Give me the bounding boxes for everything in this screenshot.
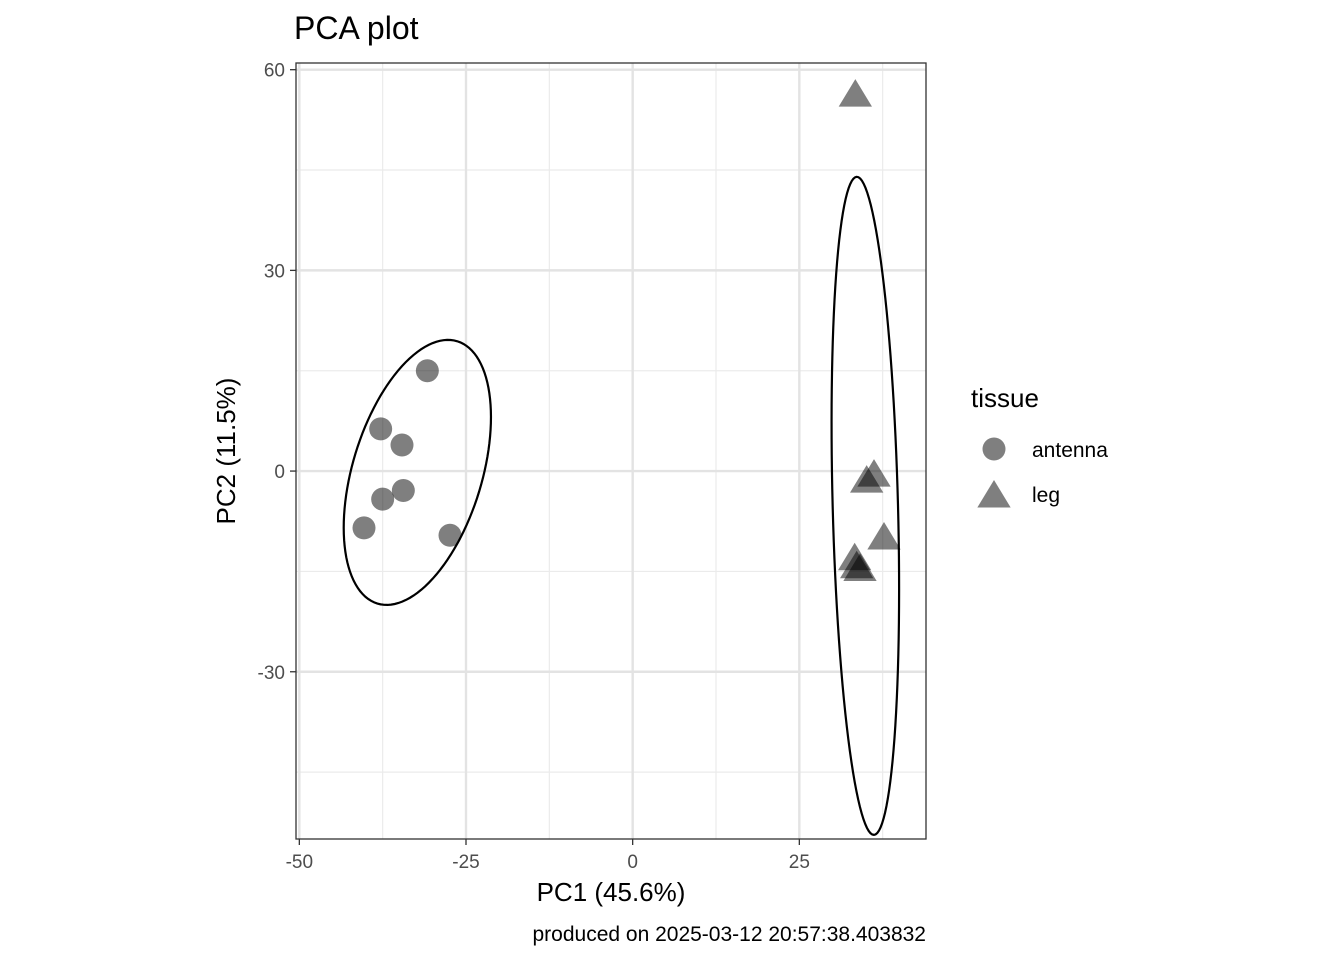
legend: antenna leg [977, 437, 1108, 508]
minor-grid [296, 63, 926, 839]
point-leg [838, 79, 872, 107]
legend-label-leg: leg [1032, 484, 1060, 507]
y-tick-label: -30 [258, 663, 285, 684]
legend-label-antenna: antenna [1032, 439, 1108, 462]
point-antenna [352, 516, 376, 540]
point-leg [850, 465, 884, 493]
legend-key-antenna [982, 437, 1006, 461]
point-antenna [438, 523, 462, 547]
y-tick-label: 0 [274, 462, 285, 483]
point-leg [867, 521, 901, 550]
x-axis-ticks: -50 -25 0 25 [286, 839, 810, 873]
legend-title: tissue [971, 383, 1039, 413]
ellipse-antenna [342, 338, 493, 607]
chart-title: PCA plot [294, 10, 419, 46]
point-antenna [415, 359, 439, 383]
data-points [352, 79, 901, 581]
x-tick-label: 0 [627, 852, 638, 873]
x-tick-label: -50 [286, 852, 313, 873]
y-tick-label: 60 [264, 61, 285, 82]
point-antenna [369, 417, 393, 441]
point-antenna [371, 487, 395, 511]
caption-timestamp: produced on 2025-03-12 20:57:38.403832 [532, 923, 926, 946]
x-tick-label: -25 [452, 852, 479, 873]
point-antenna [390, 433, 414, 457]
major-grid [296, 63, 926, 839]
point-leg [840, 550, 874, 579]
x-axis-title: PC1 (45.6%) [537, 877, 686, 907]
y-axis-ticks: -30 0 30 60 [258, 61, 296, 684]
x-tick-label: 25 [789, 852, 810, 873]
legend-key-leg [977, 480, 1011, 508]
point-antenna [391, 478, 415, 502]
y-axis-title: PC2 (11.5%) [211, 378, 241, 525]
y-tick-label: 30 [264, 261, 285, 282]
plot-panel-border [295, 62, 927, 840]
confidence-ellipses [342, 175, 901, 837]
ellipse-leg [830, 175, 901, 837]
